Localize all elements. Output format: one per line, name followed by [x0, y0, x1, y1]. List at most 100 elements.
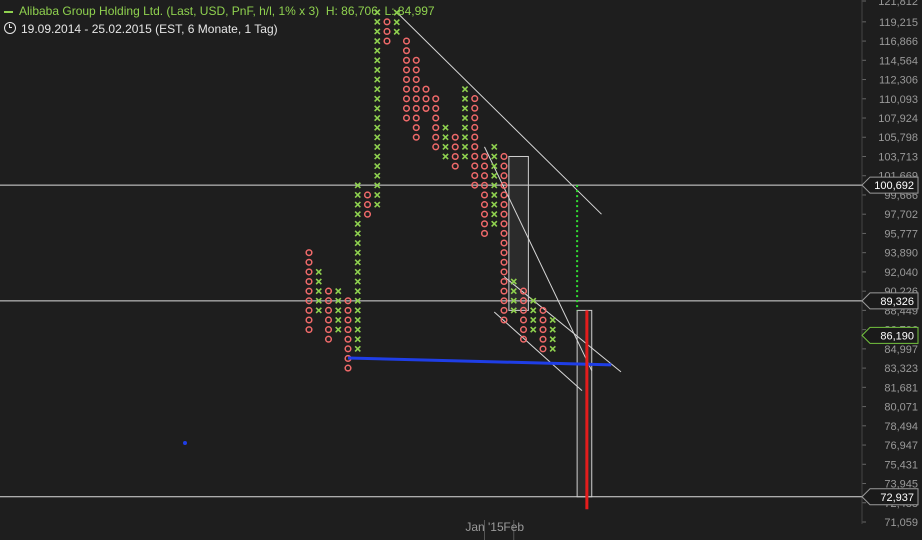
y-tick-label: 71,059	[884, 517, 918, 529]
x-box	[315, 268, 322, 276]
o-box	[471, 143, 479, 151]
x-box	[335, 316, 342, 324]
x-box	[549, 336, 556, 343]
resistance-trend-line	[484, 146, 593, 371]
o-box	[480, 152, 489, 161]
x-box	[354, 268, 361, 276]
o-box	[344, 316, 352, 324]
o-box	[422, 104, 430, 112]
x-box	[461, 143, 469, 151]
x-box	[491, 153, 498, 160]
x-box	[491, 162, 498, 170]
x-box	[315, 278, 322, 285]
o-box	[344, 335, 352, 343]
x-box	[374, 57, 381, 64]
resistance-trend-line	[493, 311, 583, 392]
x-box	[442, 134, 449, 141]
o-box	[305, 297, 313, 305]
level-label: 72,937	[880, 492, 914, 504]
y-tick-label: 76,947	[884, 440, 918, 452]
x-box	[374, 105, 381, 112]
o-box	[471, 171, 479, 180]
o-box	[500, 201, 508, 209]
o-box	[500, 316, 508, 324]
o-box	[412, 104, 420, 112]
o-box	[500, 229, 508, 237]
o-box	[500, 162, 508, 170]
x-box	[491, 182, 498, 189]
o-box	[500, 220, 508, 228]
y-tick-label: 110,093	[879, 94, 918, 106]
o-box	[500, 210, 508, 218]
x-tick-label: Jan '15	[465, 520, 504, 534]
o-box	[519, 297, 528, 305]
o-box	[480, 191, 489, 199]
o-box	[363, 210, 372, 218]
x-tick-label: Feb	[503, 520, 524, 534]
x-box	[530, 326, 537, 333]
x-box	[374, 134, 381, 141]
o-box	[539, 345, 547, 353]
x-box	[354, 239, 361, 247]
o-box	[432, 133, 440, 141]
x-box	[354, 316, 361, 324]
x-box	[374, 143, 381, 151]
y-tick-label: 116,866	[879, 36, 918, 48]
o-box	[519, 335, 528, 343]
o-box	[305, 316, 313, 324]
x-box	[549, 326, 556, 333]
o-box	[324, 326, 333, 334]
x-box	[510, 278, 517, 285]
x-box	[354, 220, 361, 227]
x-box	[374, 201, 381, 208]
y-tick-label: 73,945	[884, 479, 918, 491]
o-box	[402, 37, 411, 45]
o-box	[412, 133, 420, 141]
x-box	[315, 307, 322, 314]
o-box	[383, 37, 391, 45]
o-box	[471, 162, 479, 170]
o-box	[500, 191, 508, 199]
x-box	[354, 336, 361, 343]
o-box	[471, 181, 479, 189]
o-box	[324, 287, 333, 295]
o-box	[432, 104, 440, 112]
o-box	[480, 201, 489, 209]
o-box	[412, 95, 420, 103]
o-box	[432, 95, 440, 103]
low-value: L: 84,997	[384, 4, 435, 18]
o-box	[305, 287, 313, 295]
x-box	[354, 182, 361, 189]
o-box	[412, 114, 420, 122]
x-box	[374, 124, 381, 131]
x-box	[549, 345, 556, 353]
x-box	[442, 153, 449, 160]
o-box	[500, 268, 508, 276]
o-box	[324, 297, 333, 305]
x-box	[461, 95, 469, 102]
x-box	[442, 143, 449, 151]
x-box	[374, 162, 381, 170]
y-tick-label: 81,681	[884, 382, 918, 394]
o-box	[305, 306, 313, 314]
o-box	[471, 114, 479, 122]
o-box	[412, 124, 420, 132]
o-box	[500, 277, 508, 286]
resistance-trend-line	[503, 276, 622, 373]
x-box	[549, 316, 556, 324]
x-box	[461, 153, 469, 160]
x-box	[374, 153, 381, 160]
o-box	[539, 316, 547, 324]
o-box	[471, 95, 479, 103]
y-tick-label: 95,777	[884, 228, 918, 240]
o-box	[383, 18, 391, 26]
o-box	[305, 258, 313, 266]
o-box	[471, 152, 479, 160]
o-box	[500, 181, 508, 189]
level-tag	[861, 292, 919, 310]
instrument-name: Alibaba Group Holding Ltd. (Last, USD, P…	[19, 4, 320, 18]
y-tick-label: 114,564	[879, 55, 918, 67]
o-box	[402, 47, 411, 55]
o-box	[402, 56, 411, 64]
